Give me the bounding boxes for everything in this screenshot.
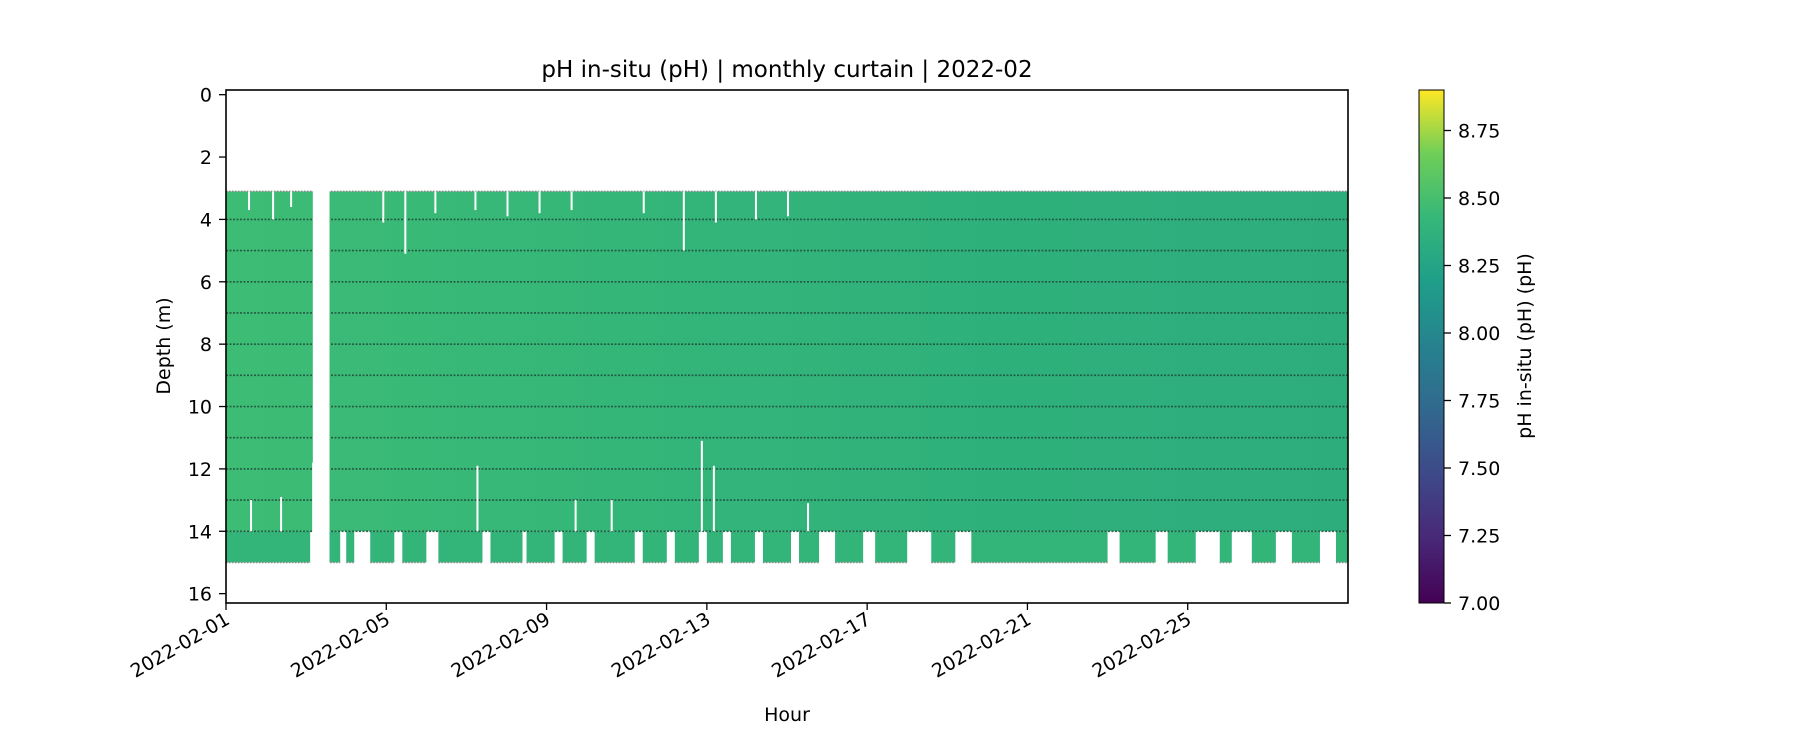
surface-dropout <box>787 191 789 217</box>
colorbar-tick-label: 7.50 <box>1458 458 1500 480</box>
deep-extension-segment <box>762 531 792 563</box>
y-axis-label: Depth (m) <box>153 297 175 394</box>
data-gap <box>312 187 330 569</box>
deep-extension-segment <box>226 531 311 563</box>
y-tick-label: 4 <box>200 209 212 231</box>
deep-extension-segment <box>402 531 427 563</box>
deep-extension-segment <box>526 531 555 563</box>
bottom-dropout <box>476 465 479 532</box>
colorbar-tick-label: 8.25 <box>1458 256 1500 278</box>
deep-extension-segment <box>971 531 1108 563</box>
colorbar-tick-label: 8.50 <box>1458 188 1500 210</box>
surface-dropout <box>272 191 275 220</box>
bottom-dropout <box>700 440 703 532</box>
y-tick-label: 14 <box>188 521 212 543</box>
deep-extension-segment <box>1251 531 1276 563</box>
curtain-main-band <box>226 191 1348 532</box>
colorbar <box>1418 89 1445 604</box>
surface-dropout <box>754 191 757 220</box>
surface-dropout <box>290 191 293 207</box>
surface-dropout <box>434 191 437 214</box>
chart-title: pH in-situ (pH) | monthly curtain | 2022… <box>541 57 1032 83</box>
x-tick-label: 2022-02-25 <box>1089 608 1196 682</box>
deep-extension-segment <box>799 531 820 563</box>
deep-extension-segment <box>438 531 483 563</box>
bottom-dropout <box>807 503 810 532</box>
colorbar-axis: 7.00 7.25 7.50 7.75 8.00 8.25 8.50 8.75 <box>1444 121 1500 615</box>
plot-frame <box>225 89 1349 604</box>
deep-extension-segment <box>490 531 523 563</box>
deep-extension-segment <box>931 531 956 563</box>
y-tick-label: 0 <box>200 85 212 107</box>
colorbar-tick-label: 8.75 <box>1458 121 1500 143</box>
deep-extension-segment <box>674 531 699 563</box>
deep-extension-segment <box>706 531 723 563</box>
x-tick-label: 2022-02-21 <box>928 608 1035 682</box>
deep-extension-segment <box>370 531 395 563</box>
deep-extension-segment <box>346 531 355 563</box>
surface-dropout <box>682 191 685 251</box>
bottom-dropout <box>280 496 283 532</box>
deep-extension-segment <box>562 531 587 563</box>
deep-extension-segment <box>594 531 635 563</box>
deep-extension-segment <box>1167 531 1196 563</box>
colorbar-tick-label: 7.00 <box>1458 593 1500 615</box>
surface-dropout <box>248 191 251 211</box>
bottom-dropout <box>250 500 253 532</box>
deep-extension-segment <box>730 531 755 563</box>
x-tick-label: 2022-02-17 <box>768 608 875 682</box>
surface-dropout <box>474 191 477 211</box>
surface-dropout <box>404 191 407 254</box>
surface-dropout <box>570 191 573 211</box>
surface-dropout <box>506 191 509 217</box>
y-tick-label: 8 <box>200 334 212 356</box>
y-tick-label: 16 <box>188 584 212 606</box>
curtain-field <box>226 187 1348 569</box>
colorbar-tick-label: 7.75 <box>1458 391 1500 413</box>
bottom-dropout <box>574 500 577 532</box>
deep-extension-segment <box>1119 531 1156 563</box>
x-axis-label: Hour <box>764 704 810 726</box>
x-tick-label: 2022-02-01 <box>127 608 234 682</box>
deep-extension-segment <box>875 531 908 563</box>
y-axis: 0 2 4 6 8 10 12 14 16 <box>188 85 226 606</box>
bottom-dropout <box>610 500 613 532</box>
surface-dropout <box>714 191 717 223</box>
surface-dropout <box>642 191 645 214</box>
deep-extension-segment <box>1335 531 1348 563</box>
colorbar-tick-label: 7.25 <box>1458 526 1500 548</box>
y-tick-label: 2 <box>200 147 212 169</box>
x-tick-label: 2022-02-09 <box>447 608 554 682</box>
colorbar-label: pH in-situ (pH) (pH) <box>1514 253 1536 439</box>
deep-extension-segment <box>642 531 667 563</box>
y-tick-label: 6 <box>200 272 212 294</box>
bottom-dropout <box>712 465 715 532</box>
x-tick-label: 2022-02-05 <box>287 608 394 682</box>
y-tick-label: 12 <box>188 459 212 481</box>
y-tick-label: 10 <box>188 397 212 419</box>
surface-dropout <box>538 191 541 214</box>
x-tick-label: 2022-02-13 <box>608 608 715 682</box>
bottom-dropout <box>312 462 315 532</box>
deep-extension-segment <box>1291 531 1320 563</box>
deep-extension-segment <box>1219 531 1232 563</box>
deep-extension-segment <box>835 531 864 563</box>
x-axis: 2022-02-01 2022-02-05 2022-02-09 2022-02-13… <box>127 603 1195 683</box>
colorbar-tick-label: 8.00 <box>1458 323 1500 345</box>
surface-dropout <box>382 191 385 223</box>
